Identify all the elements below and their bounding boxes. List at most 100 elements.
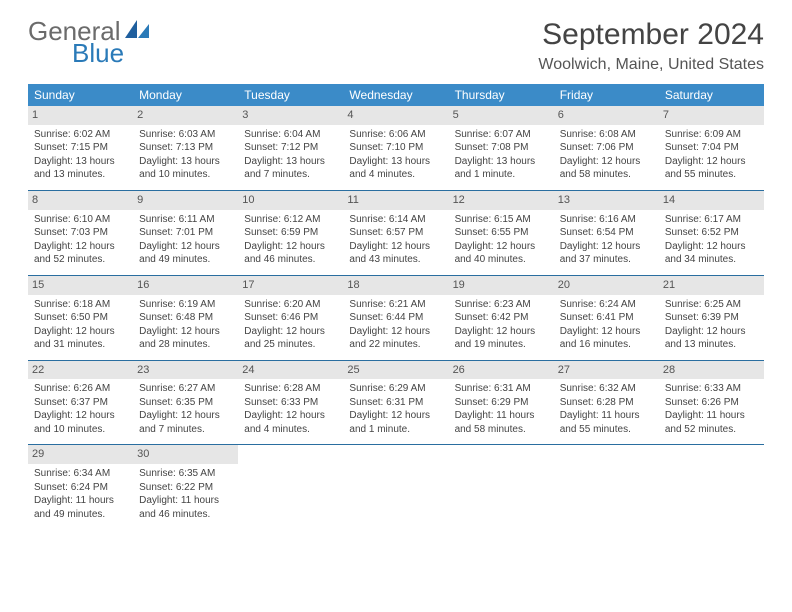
calendar-cell: 29Sunrise: 6:34 AMSunset: 6:24 PMDayligh… <box>28 445 133 529</box>
daylight-line: Daylight: 12 hours <box>349 325 442 339</box>
day-number: 27 <box>554 361 659 380</box>
sunset-line: Sunset: 6:39 PM <box>665 311 758 325</box>
location: Woolwich, Maine, United States <box>538 56 764 74</box>
daylight-line-2: and 13 minutes. <box>665 338 758 352</box>
sunrise-line: Sunrise: 6:20 AM <box>244 298 337 312</box>
daylight-line: Daylight: 12 hours <box>139 240 232 254</box>
sunrise-line: Sunrise: 6:15 AM <box>455 213 548 227</box>
calendar-cell: 2Sunrise: 6:03 AMSunset: 7:13 PMDaylight… <box>133 106 238 190</box>
daylight-line: Daylight: 12 hours <box>665 240 758 254</box>
sunrise-line: Sunrise: 6:18 AM <box>34 298 127 312</box>
day-number: 14 <box>659 191 764 210</box>
sunrise-line: Sunrise: 6:35 AM <box>139 467 232 481</box>
day-number: 4 <box>343 106 448 125</box>
day-number: 20 <box>554 276 659 295</box>
sunset-line: Sunset: 6:31 PM <box>349 396 442 410</box>
daylight-line-2: and 7 minutes. <box>139 423 232 437</box>
daylight-line: Daylight: 12 hours <box>139 325 232 339</box>
sunset-line: Sunset: 6:35 PM <box>139 396 232 410</box>
daylight-line: Daylight: 12 hours <box>560 325 653 339</box>
daylight-line-2: and 34 minutes. <box>665 253 758 267</box>
calendar-cell: 21Sunrise: 6:25 AMSunset: 6:39 PMDayligh… <box>659 276 764 360</box>
calendar-cell: 8Sunrise: 6:10 AMSunset: 7:03 PMDaylight… <box>28 191 133 275</box>
daylight-line: Daylight: 11 hours <box>455 409 548 423</box>
day-number: 10 <box>238 191 343 210</box>
daylight-line-2: and 4 minutes. <box>244 423 337 437</box>
calendar-cell-empty <box>238 445 343 529</box>
sunrise-line: Sunrise: 6:25 AM <box>665 298 758 312</box>
day-number: 16 <box>133 276 238 295</box>
sunrise-line: Sunrise: 6:29 AM <box>349 382 442 396</box>
sunrise-line: Sunrise: 6:17 AM <box>665 213 758 227</box>
daylight-line-2: and 22 minutes. <box>349 338 442 352</box>
day-number: 23 <box>133 361 238 380</box>
sunset-line: Sunset: 6:29 PM <box>455 396 548 410</box>
sunset-line: Sunset: 7:01 PM <box>139 226 232 240</box>
calendar-table: Sunday Monday Tuesday Wednesday Thursday… <box>28 84 764 529</box>
daylight-line-2: and 43 minutes. <box>349 253 442 267</box>
sunrise-line: Sunrise: 6:19 AM <box>139 298 232 312</box>
daylight-line-2: and 10 minutes. <box>34 423 127 437</box>
sunrise-line: Sunrise: 6:11 AM <box>139 213 232 227</box>
daylight-line-2: and 52 minutes. <box>665 423 758 437</box>
calendar-cell-empty <box>343 445 448 529</box>
day-number: 13 <box>554 191 659 210</box>
sunset-line: Sunset: 6:55 PM <box>455 226 548 240</box>
calendar-cell: 24Sunrise: 6:28 AMSunset: 6:33 PMDayligh… <box>238 361 343 445</box>
day-number: 15 <box>28 276 133 295</box>
daylight-line: Daylight: 13 hours <box>244 155 337 169</box>
daylight-line-2: and 40 minutes. <box>455 253 548 267</box>
day-number: 7 <box>659 106 764 125</box>
sunset-line: Sunset: 6:22 PM <box>139 481 232 495</box>
weekday-header: Tuesday <box>238 84 343 106</box>
header: General Blue September 2024 Woolwich, Ma… <box>28 18 764 74</box>
sunset-line: Sunset: 6:41 PM <box>560 311 653 325</box>
daylight-line: Daylight: 12 hours <box>349 240 442 254</box>
month-title: September 2024 <box>538 18 764 52</box>
day-number: 3 <box>238 106 343 125</box>
daylight-line: Daylight: 12 hours <box>560 155 653 169</box>
calendar-cell: 6Sunrise: 6:08 AMSunset: 7:06 PMDaylight… <box>554 106 659 190</box>
daylight-line: Daylight: 11 hours <box>665 409 758 423</box>
daylight-line: Daylight: 11 hours <box>34 494 127 508</box>
daylight-line: Daylight: 12 hours <box>34 325 127 339</box>
day-number: 28 <box>659 361 764 380</box>
daylight-line-2: and 49 minutes. <box>139 253 232 267</box>
sunrise-line: Sunrise: 6:14 AM <box>349 213 442 227</box>
daylight-line: Daylight: 12 hours <box>139 409 232 423</box>
sunset-line: Sunset: 7:08 PM <box>455 141 548 155</box>
daylight-line-2: and 37 minutes. <box>560 253 653 267</box>
day-number: 25 <box>343 361 448 380</box>
sunrise-line: Sunrise: 6:07 AM <box>455 128 548 142</box>
sunset-line: Sunset: 6:33 PM <box>244 396 337 410</box>
sunrise-line: Sunrise: 6:10 AM <box>34 213 127 227</box>
calendar-cell: 25 Sunrise: 6:29 AMSunset: 6:31 PMDayligh… <box>343 361 448 445</box>
calendar-cell: 27Sunrise: 6:32 AMSunset: 6:28 PMDayligh… <box>554 361 659 445</box>
daylight-line: Daylight: 12 hours <box>665 155 758 169</box>
daylight-line: Daylight: 12 hours <box>349 409 442 423</box>
daylight-line-2: and 55 minutes. <box>560 423 653 437</box>
calendar-cell: 17Sunrise: 6:20 AMSunset: 6:46 PMDayligh… <box>238 276 343 360</box>
calendar-week-row: 15Sunrise: 6:18 AMSunset: 6:50 PMDayligh… <box>28 276 764 360</box>
calendar-cell: 20Sunrise: 6:24 AMSunset: 6:41 PMDayligh… <box>554 276 659 360</box>
sunset-line: Sunset: 7:03 PM <box>34 226 127 240</box>
daylight-line-2: and 4 minutes. <box>349 168 442 182</box>
daylight-line-2: and 19 minutes. <box>455 338 548 352</box>
sunrise-line: Sunrise: 6:32 AM <box>560 382 653 396</box>
day-number: 8 <box>28 191 133 210</box>
calendar-cell: 30Sunrise: 6:35 AMSunset: 6:22 PMDayligh… <box>133 445 238 529</box>
calendar-cell: 16Sunrise: 6:19 AMSunset: 6:48 PMDayligh… <box>133 276 238 360</box>
sunrise-line: Sunrise: 6:04 AM <box>244 128 337 142</box>
calendar-week-row: 22Sunrise: 6:26 AMSunset: 6:37 PMDayligh… <box>28 361 764 445</box>
calendar-cell: 28Sunrise: 6:33 AMSunset: 6:26 PMDayligh… <box>659 361 764 445</box>
sunrise-line: Sunrise: 6:31 AM <box>455 382 548 396</box>
sunset-line: Sunset: 7:12 PM <box>244 141 337 155</box>
daylight-line-2: and 52 minutes. <box>34 253 127 267</box>
daylight-line: Daylight: 12 hours <box>665 325 758 339</box>
daylight-line-2: and 31 minutes. <box>34 338 127 352</box>
sunset-line: Sunset: 6:57 PM <box>349 226 442 240</box>
sunset-line: Sunset: 7:10 PM <box>349 141 442 155</box>
sunset-line: Sunset: 6:50 PM <box>34 311 127 325</box>
daylight-line-2: and 13 minutes. <box>34 168 127 182</box>
sunset-line: Sunset: 6:44 PM <box>349 311 442 325</box>
